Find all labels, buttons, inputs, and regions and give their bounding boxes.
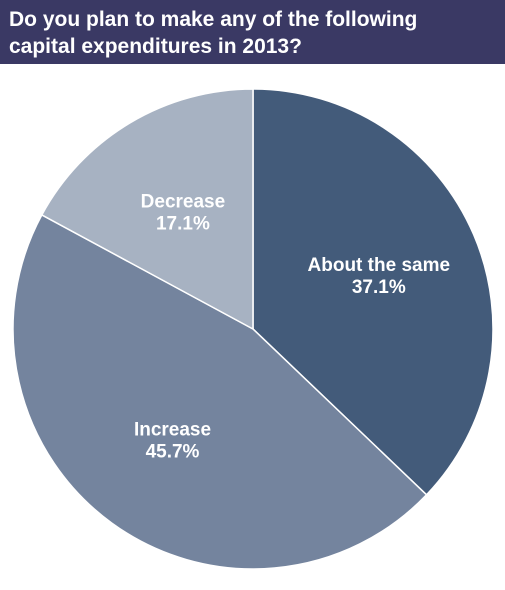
pie-labels: About the same 37.1% Increase 45.7% Decrease… [134,192,450,463]
slice-label-about-the-same: About the same 37.1% [308,255,451,298]
slice-label-value: 37.1% [352,277,406,298]
pie-chart: About the same 37.1% Increase 45.7% Decrease… [12,88,494,570]
chart-title-line-2: capital expenditures in 2013? [9,35,302,58]
slice-label-name: About the same [308,255,451,276]
pie-slice-about-the-same [252,88,494,496]
chart-title-line-1: Do you plan to make any of the following [9,8,418,31]
chart-title-bar: Do you plan to make any of the following… [0,0,505,64]
slice-label-name: Increase [134,420,211,441]
slice-label-value: 45.7% [146,442,200,463]
pie-slice-increase [12,213,428,570]
slice-label-name: Decrease [141,192,226,213]
slice-label-value: 17.1% [156,214,210,235]
pie-slice-decrease [40,88,254,331]
slice-label-increase: Increase 45.7% [134,420,211,463]
pie-slices [12,88,494,570]
slice-label-decrease: Decrease 17.1% [141,192,226,235]
